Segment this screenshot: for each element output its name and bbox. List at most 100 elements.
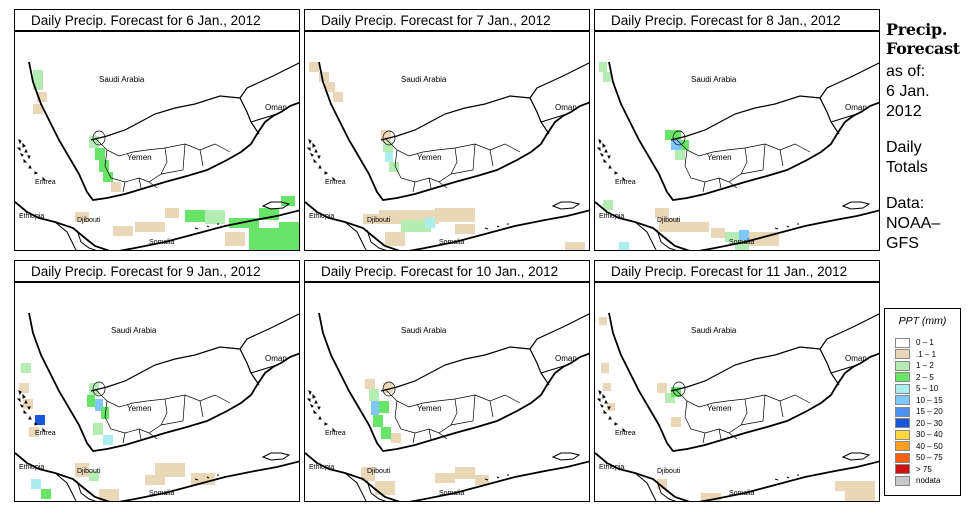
label-eritrea: Eritrea	[325, 179, 346, 186]
legend-title: PPT (mm)	[898, 315, 947, 327]
legend-item: nodata	[895, 475, 940, 486]
map-svg: Saudi Arabia Oman Yemen Eritrea Ethiopia…	[305, 312, 589, 501]
label-ethiopia: Ethiopia	[19, 213, 44, 220]
panel-title: Daily Precip. Forecast for 9 Jan., 2012	[14, 260, 300, 282]
legend-swatch	[895, 349, 910, 359]
panel-title: Daily Precip. Forecast for 7 Jan., 2012	[304, 9, 590, 31]
legend-label: 50 – 75	[916, 453, 943, 462]
panel-title: Daily Precip. Forecast for 11 Jan., 2012	[594, 260, 880, 282]
label-saudi-arabia: Saudi Arabia	[111, 326, 157, 335]
legend-label: 10 – 15	[916, 395, 943, 405]
legend-item: .1 – 1	[895, 349, 936, 360]
label-saudi-arabia: Saudi Arabia	[401, 326, 447, 335]
label-saudi-arabia: Saudi Arabia	[691, 75, 737, 84]
label-eritrea: Eritrea	[35, 179, 56, 186]
side-title-line2: Forecast	[886, 39, 960, 58]
map-panel-6: Daily Precip. Forecast for 11 Jan., 2012…	[594, 260, 880, 502]
map-svg: Saudi Arabia Oman Yemen Eritrea Ethiopia…	[595, 312, 879, 501]
asof-label: as of:	[886, 63, 926, 80]
legend-swatch	[895, 441, 910, 451]
legend-label: > 75	[916, 464, 932, 474]
legend-label: 1 – 2	[916, 361, 934, 370]
label-oman: Oman	[265, 103, 287, 112]
map-panel-4: Daily Precip. Forecast for 9 Jan., 2012	[14, 260, 300, 502]
precip-cells	[309, 62, 585, 250]
panel-title: Daily Precip. Forecast for 6 Jan., 2012	[14, 9, 300, 31]
map-svg: Saudi Arabia Oman Yemen Eritrea Ethiopia…	[305, 61, 589, 250]
legend-item: 40 – 50	[895, 441, 943, 452]
legend-item: 30 – 40	[895, 429, 943, 440]
asof-date-line2: 2012	[886, 103, 922, 120]
legend-item: 50 – 75	[895, 452, 943, 463]
label-somalia: Somalia	[149, 239, 174, 246]
label-yemen: Yemen	[707, 404, 732, 413]
label-yemen: Yemen	[127, 404, 152, 413]
legend-swatch	[895, 372, 910, 382]
map-panel-5: Daily Precip. Forecast for 10 Jan., 2012…	[304, 260, 590, 502]
label-oman: Oman	[845, 354, 867, 363]
legend-item: > 75	[895, 464, 932, 475]
legend-swatch	[895, 475, 910, 486]
map-frame: Saudi Arabia Oman Yemen Eritrea Ethiopia…	[304, 31, 590, 251]
legend-label: 30 – 40	[916, 430, 943, 439]
asof-date-line1: 6 Jan.	[886, 83, 930, 100]
map-frame: Saudi Arabia Oman Yemen Eritrea Ethiopia…	[594, 282, 880, 502]
legend-item: 20 – 30	[895, 418, 943, 429]
label-eritrea: Eritrea	[615, 430, 636, 437]
side-info: Precip. Forecast as of: 6 Jan. 2012 Dail…	[886, 20, 970, 254]
legend-label: 5 – 10	[916, 384, 939, 393]
legend-label: nodata	[916, 476, 941, 485]
legend-item: 5 – 10	[895, 383, 938, 394]
label-yemen: Yemen	[417, 404, 442, 413]
label-djibouti: Djibouti	[367, 468, 391, 475]
label-eritrea: Eritrea	[325, 430, 346, 437]
precip-cells	[599, 62, 779, 250]
label-somalia: Somalia	[439, 490, 464, 497]
label-yemen: Yemen	[707, 153, 732, 162]
label-oman: Oman	[845, 103, 867, 112]
legend-label: 2 – 5	[916, 372, 934, 382]
side-title-line1: Precip.	[886, 20, 948, 39]
label-somalia: Somalia	[149, 490, 174, 497]
label-ethiopia: Ethiopia	[309, 213, 334, 220]
label-yemen: Yemen	[417, 153, 442, 162]
label-eritrea: Eritrea	[615, 179, 636, 186]
label-eritrea: Eritrea	[35, 430, 56, 437]
label-saudi-arabia: Saudi Arabia	[691, 326, 737, 335]
legend-item: 1 – 2	[895, 360, 934, 371]
legend-label: 15 – 20	[916, 407, 943, 416]
map-panel-2: Daily Precip. Forecast for 7 Jan., 2012	[304, 9, 590, 251]
legend-label: 40 – 50	[916, 441, 943, 451]
label-yemen: Yemen	[127, 153, 152, 162]
label-ethiopia: Ethiopia	[309, 464, 334, 471]
map-svg: Saudi Arabia Oman Yemen Eritrea Ethiopia…	[15, 312, 299, 501]
map-svg: Saudi Arabia Oman Yemen Eritrea Ethiopia…	[15, 61, 299, 250]
legend-swatch	[895, 464, 910, 474]
label-djibouti: Djibouti	[657, 468, 681, 475]
label-oman: Oman	[555, 103, 577, 112]
legend-label: .1 – 1	[916, 349, 937, 359]
label-saudi-arabia: Saudi Arabia	[99, 75, 145, 84]
legend-swatch	[895, 360, 910, 371]
totals-line1: Daily	[886, 139, 922, 156]
map-frame: Saudi Arabia Oman Yemen Eritrea Ethiopia…	[304, 282, 590, 502]
map-panel-1: Daily Precip. Forecast for 6 Jan., 2012	[14, 9, 300, 251]
label-somalia: Somalia	[729, 490, 754, 497]
legend-swatch	[895, 452, 910, 463]
precip-cells	[19, 363, 215, 501]
data-source-line1: Data:	[886, 195, 925, 212]
legend-swatch	[895, 395, 910, 405]
label-djibouti: Djibouti	[77, 468, 101, 475]
label-somalia: Somalia	[729, 239, 754, 246]
panel-title: Daily Precip. Forecast for 10 Jan., 2012	[304, 260, 590, 282]
precip-cells	[33, 70, 299, 250]
totals-line2: Totals	[886, 159, 928, 176]
legend-swatch	[895, 418, 910, 428]
label-djibouti: Djibouti	[367, 217, 391, 224]
label-ethiopia: Ethiopia	[599, 213, 624, 220]
label-djibouti: Djibouti	[77, 217, 101, 224]
legend-label: 20 – 30	[916, 418, 943, 428]
panel-title: Daily Precip. Forecast for 8 Jan., 2012	[594, 9, 880, 31]
legend-swatch	[895, 337, 910, 348]
legend-swatch	[895, 429, 910, 440]
